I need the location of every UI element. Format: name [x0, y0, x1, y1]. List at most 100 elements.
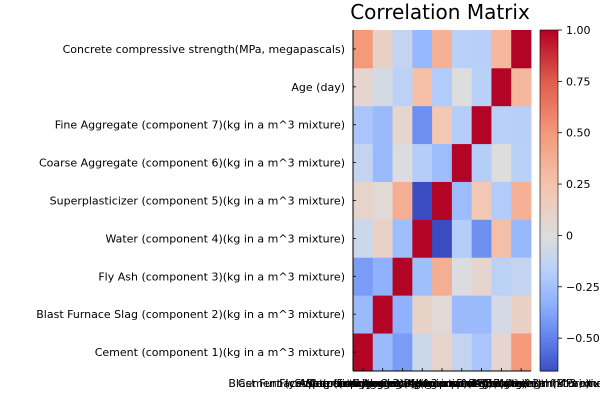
heatmap-cell: [451, 105, 473, 145]
x-tick-label: Age (day): [475, 377, 529, 390]
heatmap-cell: [491, 67, 512, 107]
colorbar-segment: [540, 282, 558, 287]
colorbar-segment: [540, 129, 558, 133]
colorbar-segment: [540, 157, 558, 162]
heatmap-cell: [511, 30, 532, 69]
heatmap-cell: [372, 219, 393, 258]
colorbar-tick-label: 0: [566, 229, 573, 242]
colorbar-segment: [540, 322, 558, 327]
colorbar-segment: [540, 268, 558, 273]
colorbar-segment: [540, 194, 558, 199]
heatmap-cell: [372, 105, 393, 145]
colorbar-tick-label: 0.25: [566, 178, 591, 191]
colorbar-tick-label: 0.50: [566, 127, 591, 140]
colorbar-segment: [540, 226, 558, 230]
colorbar-segment: [540, 149, 558, 153]
heatmap-cell: [471, 67, 492, 107]
colorbar-segment: [540, 317, 558, 321]
heatmap-cell: [432, 143, 453, 182]
heatmap-cell: [471, 333, 492, 372]
colorbar-segment: [540, 44, 558, 48]
colorbar-segment: [540, 69, 558, 74]
heatmap-cell: [451, 30, 473, 69]
colorbar-segment: [540, 32, 558, 37]
colorbar-segment: [540, 35, 558, 40]
heatmap-cell: [511, 181, 532, 220]
heatmap-cell: [412, 333, 433, 372]
colorbar-segment: [540, 191, 558, 196]
heatmap-cell: [471, 181, 492, 220]
heatmap-cell: [353, 181, 374, 220]
colorbar-segment: [540, 206, 558, 210]
colorbar-segment: [540, 362, 558, 366]
heatmap-cell: [451, 333, 473, 372]
x-axis-labels: Cement (component 1)(kg in a m^3 mixture…: [228, 377, 600, 390]
colorbar-segment: [540, 38, 558, 42]
y-tick-label: Water (component 4)(kg in a m^3 mixture): [105, 232, 345, 245]
colorbar-segment: [540, 342, 558, 347]
colorbar-segment: [540, 285, 558, 290]
heatmap-cell: [412, 295, 433, 334]
colorbar-tick-label: 1.00: [566, 24, 591, 37]
heatmap-cell: [372, 67, 393, 107]
heatmap-cell: [491, 333, 512, 372]
colorbar-segment: [540, 112, 558, 116]
x-tick-label: Fly Ash (component 3)(kg in a m^3 mixtur…: [279, 377, 526, 390]
y-tick-label: Blast Furnace Slag (component 2)(kg in a…: [36, 308, 345, 321]
heatmap-cell: [392, 30, 413, 69]
heatmap-cell: [392, 295, 413, 334]
colorbar-segment: [540, 365, 558, 369]
heatmap-axes: [352, 30, 531, 372]
heatmap-cell: [372, 333, 393, 372]
y-tick-label: Coarse Aggregate (component 6)(kg in a m…: [39, 157, 345, 170]
y-tick-label: Fine Aggregate (component 7)(kg in a m^3…: [55, 119, 345, 132]
colorbar-segment: [540, 339, 558, 344]
colorbar-segment: [540, 234, 558, 239]
x-tick-label: Blast Furnace Slag (component 2)(kg in a…: [228, 377, 537, 390]
x-tick-label: Coarse Aggregate (component 6)(kg in a m…: [309, 377, 600, 390]
colorbar-segment: [540, 237, 558, 241]
colorbar-segment: [540, 308, 558, 312]
colorbar-segment: [540, 95, 558, 99]
colorbar-segment: [540, 334, 558, 338]
colorbar-segment: [540, 89, 558, 94]
colorbar-segment: [540, 115, 558, 119]
colorbar-segment: [540, 61, 558, 65]
colorbar: −0.50 −0.25 0 0.25 0.50 0.75 1.00: [539, 24, 600, 372]
colorbar-segment: [540, 288, 558, 293]
colorbar-segment: [540, 345, 558, 349]
colorbar-segment: [540, 251, 558, 256]
colorbar-segment: [540, 169, 558, 173]
heatmap-cell: [451, 181, 473, 220]
colorbar-segment: [540, 155, 558, 159]
heatmap-cell: [432, 105, 453, 145]
heatmap-cell: [432, 30, 453, 69]
heatmap-cell: [412, 181, 433, 220]
heatmap-cell: [491, 30, 512, 69]
colorbar-segment: [540, 209, 558, 213]
colorbar-segment: [540, 302, 558, 307]
colorbar-tick-label: −0.50: [566, 332, 600, 345]
heatmap-cell: [471, 105, 492, 145]
heatmap-cell: [372, 143, 393, 182]
heatmap-cell: [412, 105, 433, 145]
colorbar-segment: [540, 231, 558, 236]
colorbar-segment: [540, 143, 558, 148]
colorbar-segment: [540, 311, 558, 315]
heatmap-cell: [471, 295, 492, 334]
heatmap-cell: [392, 333, 413, 372]
x-tick-label: Superplasticizer (component 5)(kg in a m…: [294, 377, 589, 390]
colorbar-segment: [540, 30, 558, 34]
heatmap-cell: [412, 257, 433, 296]
colorbar-segment: [540, 183, 558, 187]
heatmap-cell: [412, 143, 433, 182]
colorbar-segment: [540, 123, 558, 128]
colorbar-segment: [540, 228, 558, 233]
heatmap-cell: [353, 67, 374, 107]
colorbar-segment: [540, 92, 558, 96]
heatmap-cell: [372, 295, 393, 334]
heatmap-cell: [451, 67, 473, 107]
colorbar-segment: [540, 200, 558, 204]
colorbar-segment: [540, 274, 558, 278]
heatmap-cells: [353, 30, 532, 372]
